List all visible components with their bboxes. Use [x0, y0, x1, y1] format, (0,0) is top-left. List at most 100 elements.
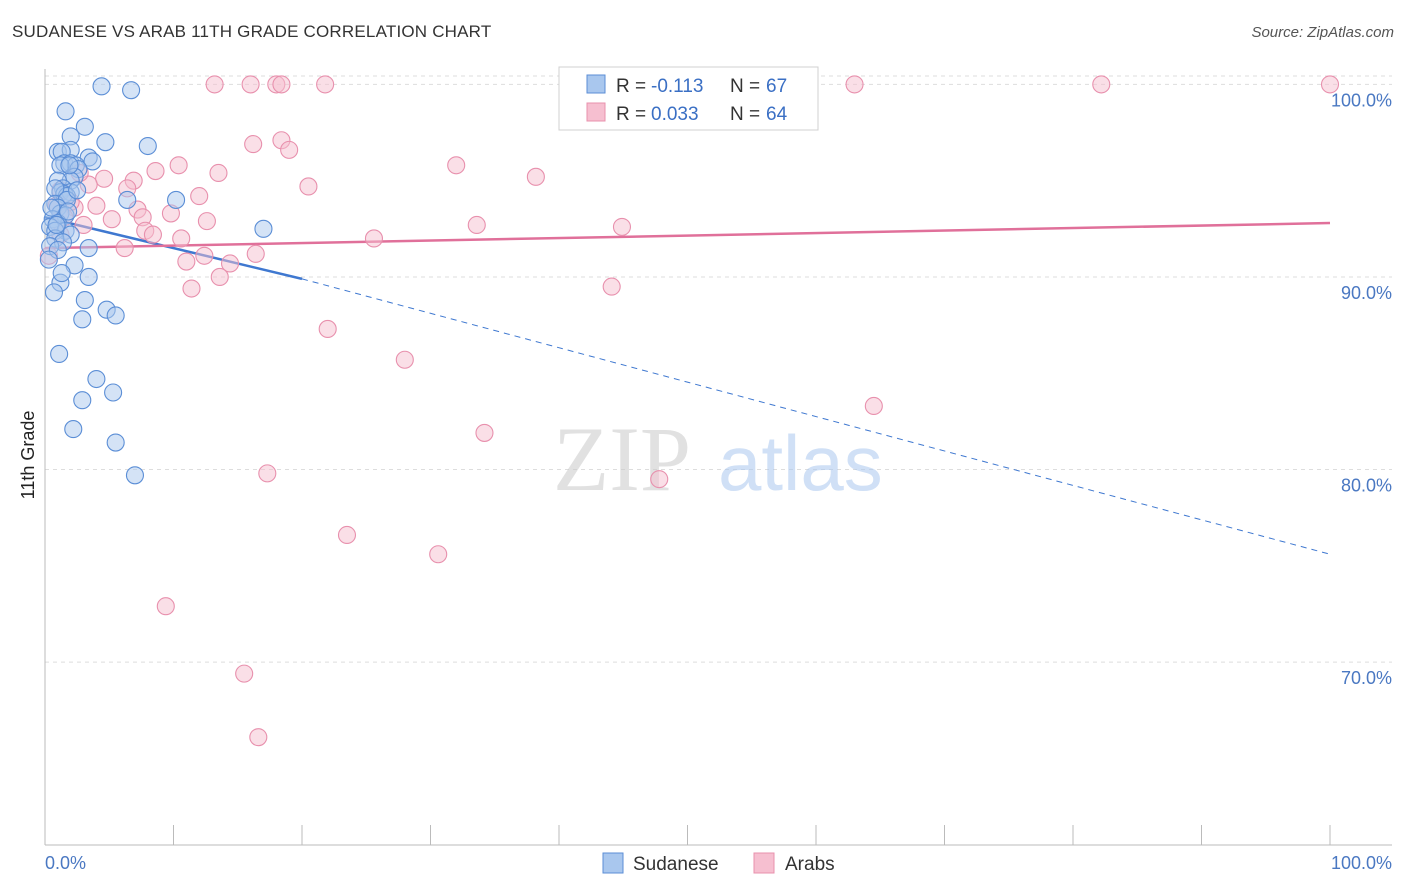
arabs-point [195, 246, 214, 265]
sudanese-point [106, 306, 125, 325]
arabs-point [205, 75, 224, 94]
legend-n-value-sudanese: 67 [766, 76, 787, 97]
arabs-point [87, 196, 106, 215]
source-label: Source: ZipAtlas.com [1251, 24, 1394, 41]
arabs-point [1092, 75, 1111, 94]
bottom-legend-swatch-arabs [753, 852, 775, 874]
arabs-point [447, 156, 466, 175]
series-legend: Sudanese Arabs [602, 852, 835, 875]
arabs-point [395, 350, 414, 369]
arabs-point [475, 423, 494, 442]
x-tick-label: 100.0% [1331, 853, 1392, 873]
arabs-trend-line [44, 221, 1331, 250]
sudanese-point [92, 77, 111, 96]
sudanese-point [138, 136, 157, 156]
sudanese-point [106, 433, 125, 452]
arabs-point [241, 75, 260, 94]
sudanese-point [118, 190, 137, 209]
bottom-legend-label-sudanese: Sudanese [633, 854, 719, 875]
arabs-point [467, 215, 486, 235]
sudanese-points [39, 77, 273, 485]
sudanese-point [44, 283, 64, 302]
sudanese-point [96, 133, 115, 152]
sudanese-point [60, 156, 79, 175]
arabs-point [864, 396, 883, 416]
sudanese-point [47, 215, 66, 235]
watermark-atlas: atlas [718, 419, 883, 507]
grid [45, 75, 1392, 663]
sudanese-point [87, 369, 106, 389]
arabs-point [258, 464, 277, 483]
arabs-point [156, 597, 175, 616]
arabs-point [146, 162, 165, 181]
sudanese-point [83, 152, 102, 171]
bottom-legend-label-arabs: Arabs [785, 854, 835, 875]
watermark-zip: ZIP [553, 408, 691, 510]
legend-r-value-arabs: 0.033 [651, 104, 699, 125]
y-tick-label: 90.0% [1341, 283, 1392, 303]
sudanese-trend-extension [301, 278, 1331, 555]
chart-title: SUDANESE VS ARAB 11TH GRADE CORRELATION … [12, 22, 492, 41]
sudanese-point [68, 181, 87, 200]
legend-r-label-arabs: R = [616, 104, 651, 125]
legend-n-label-arabs: N = [730, 104, 765, 125]
legend-swatch-arabs [586, 102, 606, 122]
y-tick-label: 100.0% [1331, 90, 1392, 110]
sudanese-point [104, 383, 123, 402]
axes [44, 69, 1392, 846]
arabs-point [197, 212, 216, 231]
arabs-point [190, 187, 209, 206]
y-tick-label: 70.0% [1341, 668, 1392, 688]
sudanese-point [75, 291, 94, 310]
sudanese-point [50, 344, 69, 364]
sudanese-point [64, 420, 83, 439]
arabs-point [246, 244, 265, 263]
legend-n-label-sudanese: N = [730, 76, 765, 97]
legend-r-value-sudanese: -0.113 [651, 76, 703, 97]
arabs-point [102, 210, 121, 229]
arabs-point [182, 279, 201, 298]
arabs-point [272, 75, 291, 94]
arabs-point [602, 277, 621, 296]
sudanese-point [167, 190, 186, 209]
arabs-point [220, 254, 240, 273]
arabs-point [172, 229, 191, 248]
arabs-point [74, 215, 93, 235]
arabs-point [169, 156, 188, 175]
arabs-point [1320, 75, 1340, 94]
sudanese-point [59, 202, 78, 221]
y-axis-label: 11th Grade [18, 411, 38, 500]
arabs-point [612, 217, 632, 236]
sudanese-point [125, 466, 144, 485]
arabs-point [95, 169, 114, 188]
arabs-point [143, 225, 162, 244]
arabs-point [244, 135, 263, 154]
arabs-point [115, 239, 134, 258]
tick-labels: 100.0% 90.0% 80.0% 70.0% 0.0% 100.0% [45, 90, 1392, 873]
arabs-point [210, 267, 229, 287]
y-tick-label: 80.0% [1341, 476, 1392, 496]
arabs-point [526, 167, 545, 186]
sudanese-point [73, 391, 92, 410]
arabs-point [249, 728, 268, 747]
arabs-point [318, 319, 337, 339]
arabs-point [337, 525, 357, 545]
arabs-point [299, 177, 318, 196]
sudanese-point [254, 219, 273, 238]
sudanese-point [56, 102, 75, 121]
legend-n-value-arabs: 64 [766, 104, 788, 125]
arabs-point [177, 252, 196, 271]
arabs-point [364, 229, 384, 248]
legend-swatch-sudanese [586, 74, 606, 94]
arabs-point [845, 75, 864, 94]
legend-r-label-sudanese: R = [616, 76, 651, 97]
sudanese-point [73, 310, 92, 329]
sudanese-point [79, 239, 98, 258]
arabs-point [209, 163, 228, 183]
arabs-point [429, 545, 448, 564]
sudanese-point [39, 250, 58, 269]
sudanese-point [79, 267, 98, 287]
sudanese-point [122, 81, 141, 100]
arabs-point [235, 664, 254, 683]
